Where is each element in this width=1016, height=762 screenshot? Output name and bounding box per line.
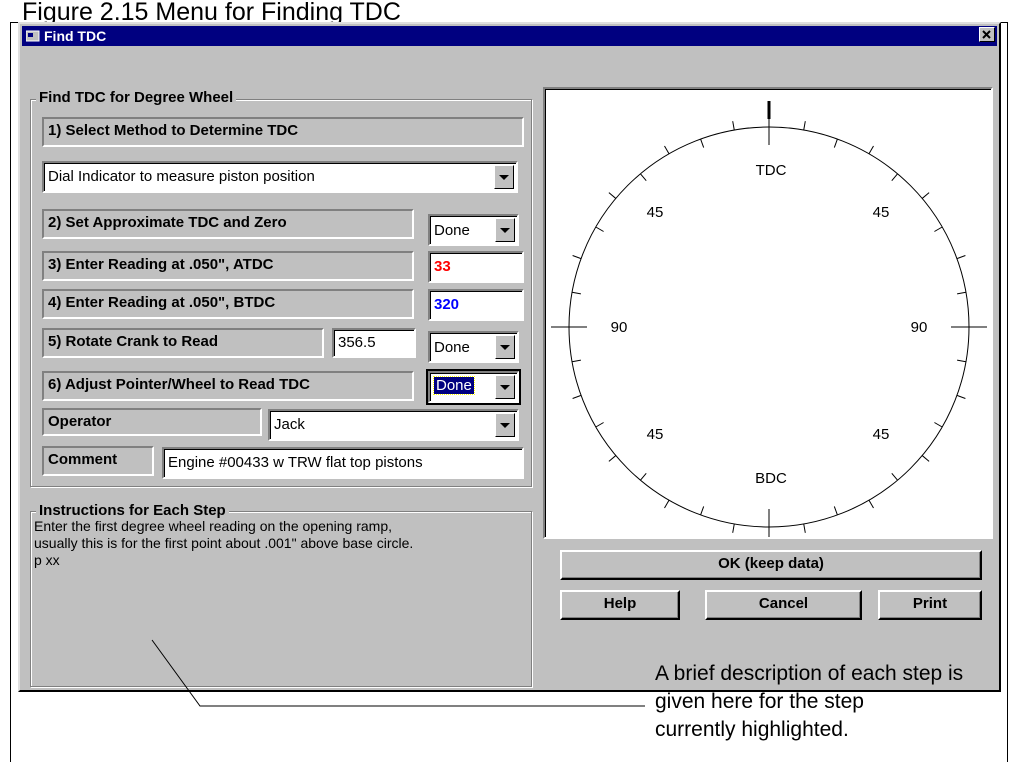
method-combo[interactable]: Dial Indicator to measure piston positio… <box>42 161 518 193</box>
dropdown-button[interactable] <box>494 165 514 189</box>
degree-wheel-panel: TDC 45 45 90 90 45 45 BDC <box>543 87 993 545</box>
wheel-label: BDC <box>755 470 787 487</box>
wheel-tick <box>868 145 874 155</box>
cancel-button[interactable]: Cancel <box>705 590 862 620</box>
wheel-label: 45 <box>873 426 890 443</box>
title-bar: Find TDC <box>22 26 997 46</box>
wheel-tick <box>571 359 581 363</box>
wheel-tick <box>957 359 967 363</box>
step-label: 4) Enter Reading at .050", BTDC <box>42 289 414 319</box>
wheel-label: 45 <box>647 426 664 443</box>
wheel-tick <box>833 506 838 516</box>
wheel-tick <box>608 455 617 462</box>
wheel-tick <box>934 226 943 232</box>
comment-input[interactable]: Engine #00433 w TRW flat top pistons <box>162 447 524 479</box>
wheel-tick <box>921 455 930 462</box>
wheel-circle <box>568 126 970 528</box>
combo-text: Jack <box>274 416 305 433</box>
dropdown-button[interactable] <box>495 335 515 359</box>
group-title: Find TDC for Degree Wheel <box>36 89 237 106</box>
ok-button[interactable]: OK (keep data) <box>560 550 982 580</box>
wheel-label: 45 <box>873 204 890 221</box>
wheel-tick <box>664 499 670 509</box>
wheel-tick <box>700 138 705 148</box>
wheel-tick <box>891 173 898 182</box>
help-button[interactable]: Help <box>560 590 680 620</box>
step-label: 6) Adjust Pointer/Wheel to Read TDC <box>42 371 414 401</box>
wheel-tick <box>891 472 898 481</box>
wheel-tick <box>595 422 604 428</box>
window-title: Find TDC <box>44 28 107 44</box>
figure-caption: Figure 2.15 Menu for Finding TDC <box>22 0 401 26</box>
wheel-tick <box>956 394 966 399</box>
wheel-tick <box>732 523 735 533</box>
instructions-title: Instructions for Each Step <box>36 502 229 519</box>
close-icon <box>982 30 991 39</box>
wheel-tick <box>803 523 806 533</box>
instruction-line: Enter the first degree wheel reading on … <box>34 518 393 534</box>
annotation-line: currently highlighted. <box>655 718 849 741</box>
step-label: 2) Set Approximate TDC and Zero <box>42 209 414 239</box>
degree-wheel: TDC 45 45 90 90 45 45 BDC <box>551 101 987 545</box>
wheel-tick <box>595 226 604 232</box>
dropdown-button[interactable] <box>495 413 515 437</box>
step-label: 1) Select Method to Determine TDC <box>42 117 524 147</box>
print-button[interactable]: Print <box>878 590 982 620</box>
step-label: 3) Enter Reading at .050", ATDC <box>42 251 414 281</box>
wheel-tick <box>664 145 670 155</box>
wheel-label: TDC <box>756 162 787 179</box>
annotation: A brief description of each step is give… <box>655 660 1016 744</box>
wheel-tick <box>803 121 806 131</box>
operator-combo[interactable]: Jack <box>268 409 519 441</box>
combo-text: Done <box>434 222 470 239</box>
window-icon <box>26 30 40 42</box>
step-combo[interactable]: Done <box>428 331 519 363</box>
wheel-tick <box>934 422 943 428</box>
wheel-label: 90 <box>611 319 628 336</box>
wheel-tick <box>868 499 874 509</box>
combo-text: Done <box>434 339 470 356</box>
wheel-tick <box>957 291 967 295</box>
step-combo[interactable]: Done <box>426 369 521 405</box>
instruction-line: p xx <box>34 552 60 568</box>
operator-label: Operator <box>42 408 262 436</box>
wheel-tick <box>572 394 582 399</box>
wheel-tick <box>640 472 647 481</box>
comment-label: Comment <box>42 446 154 476</box>
close-button[interactable] <box>979 27 995 42</box>
annotation-line: A brief description of each step is give… <box>655 662 964 713</box>
wheel-tick <box>956 255 966 260</box>
group-box <box>30 99 532 487</box>
wheel-label: 45 <box>647 204 664 221</box>
atdc-input[interactable]: 33 <box>428 251 524 283</box>
wheel-tick <box>833 138 838 148</box>
wheel-tick <box>608 192 617 199</box>
reading-input[interactable]: 356.5 <box>332 328 416 358</box>
combo-text: Dial Indicator to measure piston positio… <box>48 168 315 185</box>
instruction-line: usually this is for the first point abou… <box>34 535 414 551</box>
wheel-tick <box>921 192 930 199</box>
wheel-tick <box>700 506 705 516</box>
btdc-input[interactable]: 320 <box>428 289 524 321</box>
combo-text: Done <box>433 376 475 395</box>
wheel-label: 90 <box>911 319 928 336</box>
step-label: 5) Rotate Crank to Read <box>42 328 324 358</box>
wheel-tick <box>640 173 647 182</box>
wheel-tick <box>732 121 735 131</box>
dropdown-button[interactable] <box>495 218 515 242</box>
wheel-tick <box>572 255 582 260</box>
step-combo[interactable]: Done <box>428 214 519 246</box>
dropdown-button[interactable] <box>495 375 515 399</box>
wheel-tick <box>571 291 581 295</box>
instructions-text: Enter the first degree wheel reading on … <box>34 518 413 569</box>
